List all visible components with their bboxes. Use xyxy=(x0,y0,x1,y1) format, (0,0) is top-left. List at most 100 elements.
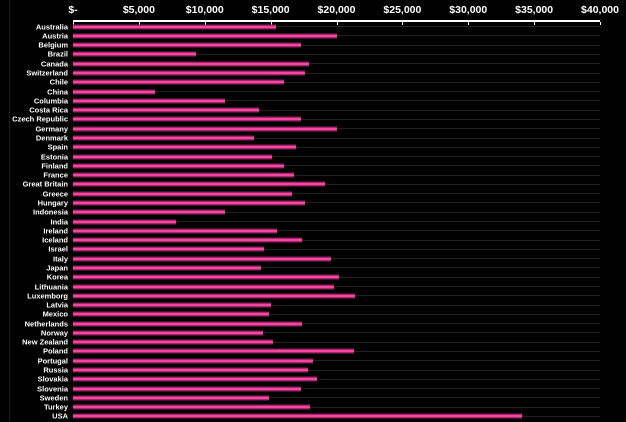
bar-india[interactable] xyxy=(73,219,176,225)
category-label: Columbia xyxy=(33,96,68,106)
bar-row: Iceland xyxy=(0,235,626,245)
bar-canada[interactable] xyxy=(73,61,309,67)
bar-row: Denmark xyxy=(0,133,626,143)
bar-sweden[interactable] xyxy=(73,395,270,401)
bar-estonia[interactable] xyxy=(73,154,272,160)
bar-china[interactable] xyxy=(73,89,155,95)
bar-australia[interactable] xyxy=(73,24,276,30)
category-label: Luxemborg xyxy=(27,291,68,301)
bar-row: India xyxy=(0,217,626,226)
bar-row: Greece xyxy=(0,189,626,198)
bar-lithuania[interactable] xyxy=(73,284,334,290)
bar-indonesia[interactable] xyxy=(73,209,225,215)
category-gridline xyxy=(73,248,600,250)
x-tick-mark xyxy=(336,22,338,25)
bar-row: USA xyxy=(0,412,626,421)
bar-row: Israel xyxy=(0,245,626,254)
bar-greece[interactable] xyxy=(73,191,292,197)
category-gridline xyxy=(73,183,600,185)
category-gridline xyxy=(73,378,600,380)
bar-poland[interactable] xyxy=(73,348,354,354)
category-label: Finland xyxy=(41,161,68,171)
bar-austria[interactable] xyxy=(73,33,337,39)
bar-usa[interactable] xyxy=(73,413,523,419)
category-label: Korea xyxy=(46,272,68,282)
bar-norway[interactable] xyxy=(73,330,263,336)
bar-czech-republic[interactable] xyxy=(73,116,301,122)
bar-row: Mexico xyxy=(0,310,626,319)
bar-brazil[interactable] xyxy=(73,51,196,57)
category-label: Chile xyxy=(49,77,68,87)
x-tick-mark xyxy=(73,22,74,25)
bar-netherlands[interactable] xyxy=(73,321,303,327)
bar-italy[interactable] xyxy=(73,256,332,262)
bar-korea[interactable] xyxy=(73,274,340,280)
bar-row: Canada xyxy=(0,59,626,68)
bar-row: Costa Rica xyxy=(0,106,626,115)
category-gridline xyxy=(73,332,600,334)
bar-row: China xyxy=(0,87,626,96)
category-label: Austria xyxy=(42,31,68,41)
bar-row: Korea xyxy=(0,273,626,282)
bar-belgium[interactable] xyxy=(73,42,301,48)
category-label: Portugal xyxy=(37,356,68,366)
bar-slovenia[interactable] xyxy=(73,386,301,392)
bar-row: Hungary xyxy=(0,198,626,207)
category-gridline xyxy=(73,81,600,83)
category-label: Greece xyxy=(42,189,68,199)
category-label: Latvia xyxy=(46,300,68,310)
category-label: Czech Republic xyxy=(12,114,68,124)
bar-germany[interactable] xyxy=(73,126,337,132)
category-gridline xyxy=(73,369,600,371)
bar-row: Latvia xyxy=(0,300,626,310)
bar-ireland[interactable] xyxy=(73,228,278,234)
bar-row: Lithuania xyxy=(0,282,626,291)
category-gridline xyxy=(73,44,600,46)
category-label: Ireland xyxy=(43,226,68,236)
x-tick-label: $40,000 xyxy=(581,4,619,16)
category-gridline xyxy=(73,174,600,176)
x-tick-mark xyxy=(534,22,536,25)
bar-portugal[interactable] xyxy=(73,358,313,364)
bar-finland[interactable] xyxy=(73,163,284,169)
x-tick-mark xyxy=(600,22,601,25)
x-tick-label: $35,000 xyxy=(515,4,554,16)
category-gridline xyxy=(73,239,600,241)
bar-row: Slovakia xyxy=(0,375,626,384)
bar-chile[interactable] xyxy=(73,79,284,85)
bar-iceland[interactable] xyxy=(73,237,303,243)
category-label: Estonia xyxy=(40,152,68,162)
bar-turkey[interactable] xyxy=(73,404,311,410)
category-gridline xyxy=(73,211,600,213)
bar-row: New Zealand xyxy=(0,338,626,347)
bar-japan[interactable] xyxy=(73,265,262,271)
x-tick-mark xyxy=(270,22,272,25)
bar-columbia[interactable] xyxy=(73,98,225,104)
bar-israel[interactable] xyxy=(73,246,264,252)
bar-denmark[interactable] xyxy=(73,135,254,141)
bar-slovakia[interactable] xyxy=(73,376,317,382)
bar-hungary[interactable] xyxy=(73,200,305,206)
category-label: Lithuania xyxy=(34,282,68,292)
bar-russia[interactable] xyxy=(73,367,308,373)
bar-row: Spain xyxy=(0,143,626,152)
bar-france[interactable] xyxy=(73,172,295,178)
category-label: Australia xyxy=(35,22,68,32)
bar-row: Belgium xyxy=(0,41,626,50)
bar-latvia[interactable] xyxy=(73,302,271,308)
bar-row: Czech Republic xyxy=(0,115,626,124)
bar-new-zealand[interactable] xyxy=(73,339,274,345)
category-label: Netherlands xyxy=(24,319,68,329)
bar-spain[interactable] xyxy=(73,144,296,150)
bar-luxemborg[interactable] xyxy=(73,293,355,299)
bar-costa-rica[interactable] xyxy=(73,107,259,113)
category-gridline xyxy=(73,341,600,343)
category-gridline xyxy=(73,323,600,325)
category-gridline xyxy=(73,91,600,93)
category-label: Slovenia xyxy=(37,384,68,394)
bar-switzerland[interactable] xyxy=(73,70,305,76)
bar-great-britain[interactable] xyxy=(73,181,325,187)
bar-row: Germany xyxy=(0,124,626,133)
bar-mexico[interactable] xyxy=(73,311,270,317)
category-gridline xyxy=(73,35,600,37)
